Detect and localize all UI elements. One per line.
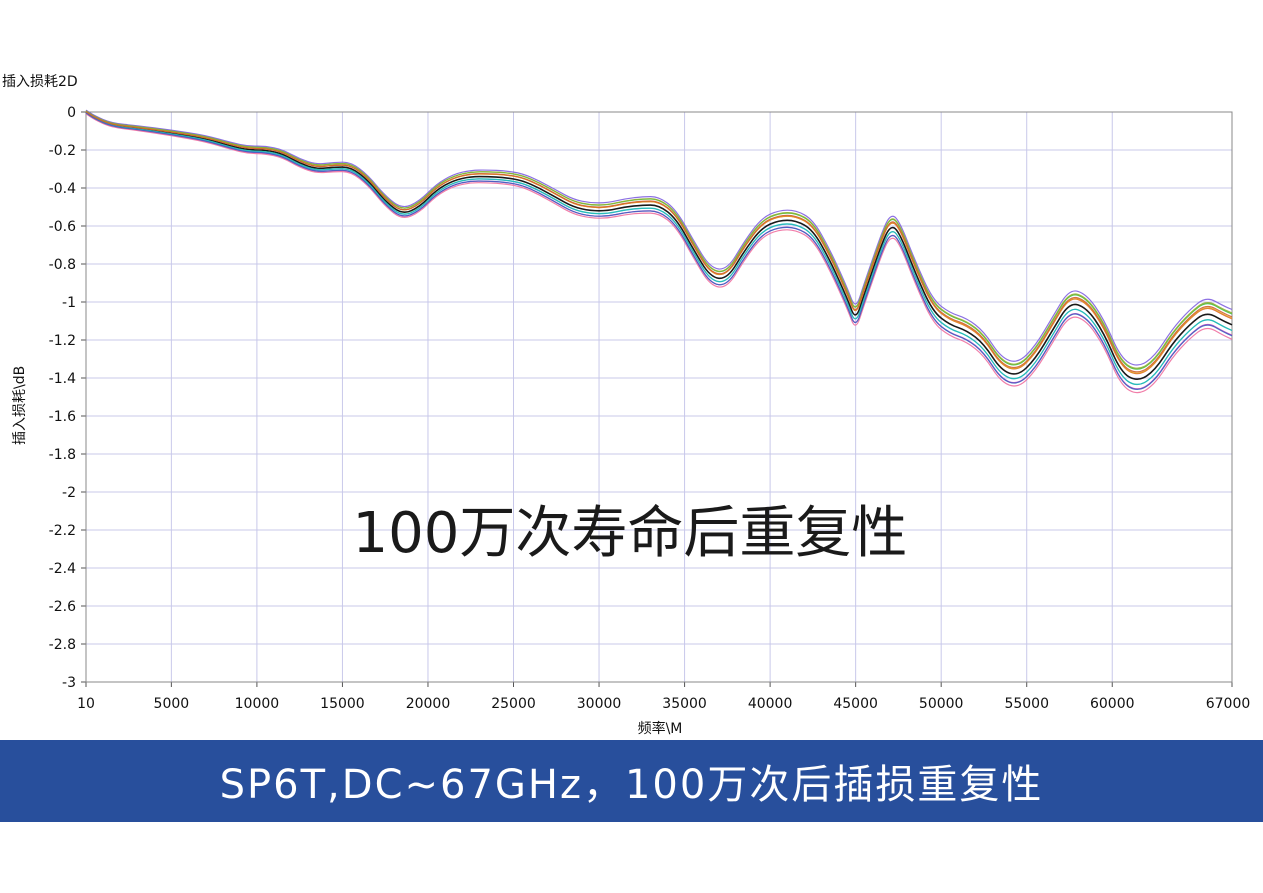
x-tick-label: 25000 xyxy=(491,696,536,712)
y-axis-label: 插入损耗\dB xyxy=(12,366,28,445)
y-tick-label: -1.2 xyxy=(49,333,76,349)
series-line xyxy=(85,112,1233,390)
x-axis-label: 频率\M xyxy=(638,720,683,737)
x-tick-label: 67000 xyxy=(1206,696,1251,712)
y-tick-labels: 0 -0.2 -0.4 -0.6 -0.8 -1 -1.2 -1.4 -1.6 -1.8 -2 -2.… xyxy=(49,105,76,691)
y-tick-label: -2 xyxy=(62,485,76,501)
y-tick-label: -1.8 xyxy=(49,447,76,463)
x-tick-label: 40000 xyxy=(748,696,793,712)
series-line xyxy=(85,111,1233,373)
y-tick-label: -2.6 xyxy=(49,599,76,615)
y-tick-label: 0 xyxy=(67,105,76,121)
chart-title: 插入损耗2D xyxy=(2,74,78,90)
y-tick-label: -0.8 xyxy=(49,257,76,273)
x-tick-label: 50000 xyxy=(919,696,964,712)
insertion-loss-chart: 插入损耗2D 0 -0.2 -0.4 -0.6 -0.8 -1 -1.2 -1.4 -1.6 -1… xyxy=(2,74,1250,737)
y-tick-label: -3 xyxy=(62,675,76,691)
x-tick-label: 5000 xyxy=(154,696,190,712)
series-line xyxy=(85,109,1233,366)
x-tick-label: 20000 xyxy=(406,696,451,712)
plot-area-border xyxy=(85,111,1233,683)
y-tick-label: -2.8 xyxy=(49,637,76,653)
chart-overlay-text: 100万次寿命后重复性 xyxy=(353,501,908,566)
x-tick-label: 10 xyxy=(77,696,95,712)
y-tick-label: -0.4 xyxy=(49,181,76,197)
series-line xyxy=(85,111,1233,385)
y-tick-label: -1 xyxy=(62,295,76,311)
x-tick-label: 45000 xyxy=(833,696,878,712)
y-tick-label: -1.4 xyxy=(49,371,76,387)
x-tick-label: 10000 xyxy=(235,696,280,712)
series-line xyxy=(85,110,1233,369)
grid-lines xyxy=(81,111,1233,687)
x-tick-label: 35000 xyxy=(662,696,707,712)
series-line xyxy=(85,112,1233,390)
y-tick-label: -2.4 xyxy=(49,561,76,577)
x-tick-labels: 10 5000 10000 15000 20000 25000 30000 35000 4000… xyxy=(77,696,1250,712)
y-tick-label: -2.2 xyxy=(49,523,76,539)
series-line xyxy=(85,113,1233,394)
series-line xyxy=(85,111,1233,380)
x-tick-label: 60000 xyxy=(1090,696,1135,712)
x-tick-label: 15000 xyxy=(320,696,365,712)
x-tick-label: 55000 xyxy=(1004,696,1049,712)
caption-text: SP6T,DC~67GHz，100万次后插损重复性 xyxy=(219,762,1044,808)
y-tick-label: -0.6 xyxy=(49,219,76,235)
series-lines xyxy=(85,109,1233,394)
x-tick-label: 30000 xyxy=(577,696,622,712)
y-tick-label: -0.2 xyxy=(49,143,76,159)
y-tick-label: -1.6 xyxy=(49,409,76,425)
caption-banner: SP6T,DC~67GHz，100万次后插损重复性 xyxy=(0,740,1263,822)
